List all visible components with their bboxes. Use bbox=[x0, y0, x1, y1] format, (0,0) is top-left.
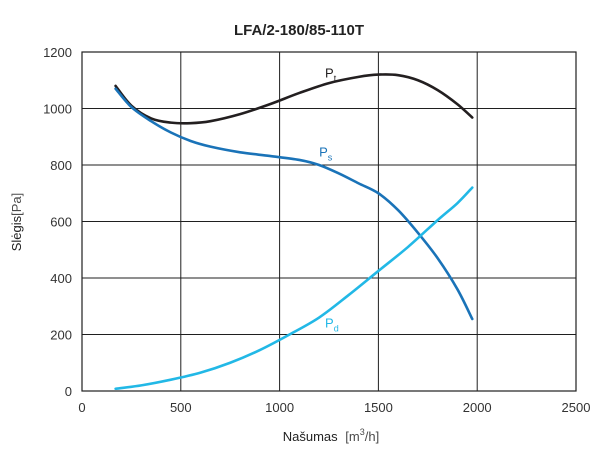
y-tick-label: 0 bbox=[65, 384, 72, 399]
series-line-pd bbox=[114, 186, 474, 391]
y-axis-unit: [Pa] bbox=[9, 193, 24, 216]
y-tick-label: 800 bbox=[50, 158, 72, 173]
series-line-ps bbox=[114, 87, 474, 321]
series-lines bbox=[114, 73, 474, 391]
x-axis-unit-sup: 3 bbox=[360, 427, 365, 437]
y-axis-label: Slėgis bbox=[9, 215, 24, 251]
x-tick-label: 1000 bbox=[265, 400, 294, 415]
y-tick-label: 200 bbox=[50, 328, 72, 343]
x-tick-label: 1500 bbox=[364, 400, 393, 415]
series-line-pt bbox=[114, 73, 474, 125]
x-tick-label: 2000 bbox=[463, 400, 492, 415]
y-tick-label: 1000 bbox=[43, 102, 72, 117]
series-label-pt: Pt bbox=[325, 65, 337, 83]
plot-frame bbox=[81, 51, 577, 392]
series-labels: Pt Ps Pd bbox=[319, 65, 339, 333]
grid-lines bbox=[81, 51, 577, 392]
y-tick-label: 400 bbox=[50, 271, 72, 286]
x-axis-unit-close: /h] bbox=[365, 429, 379, 444]
y-axis-title: Slėgis[Pa] bbox=[9, 193, 24, 252]
y-tick-label: 1200 bbox=[43, 45, 72, 60]
x-axis-label: Našumas bbox=[283, 429, 338, 444]
plot-border bbox=[81, 51, 577, 392]
series-label-ps: Ps bbox=[319, 145, 333, 163]
y-tick-label: 600 bbox=[50, 215, 72, 230]
x-axis-unit-open: [m bbox=[345, 429, 359, 444]
x-tick-label: 500 bbox=[170, 400, 192, 415]
x-axis-title: Našumas [m3/h] bbox=[283, 427, 379, 444]
series-label-pd: Pd bbox=[325, 315, 339, 333]
x-tick-label: 2500 bbox=[562, 400, 591, 415]
chart-title: LFA/2-180/85-110T bbox=[234, 22, 364, 39]
x-tick-label: 0 bbox=[78, 400, 85, 415]
tick-labels: 0 500 1000 1500 2000 2500 0 200 400 600 800 1000 120… bbox=[43, 45, 590, 415]
